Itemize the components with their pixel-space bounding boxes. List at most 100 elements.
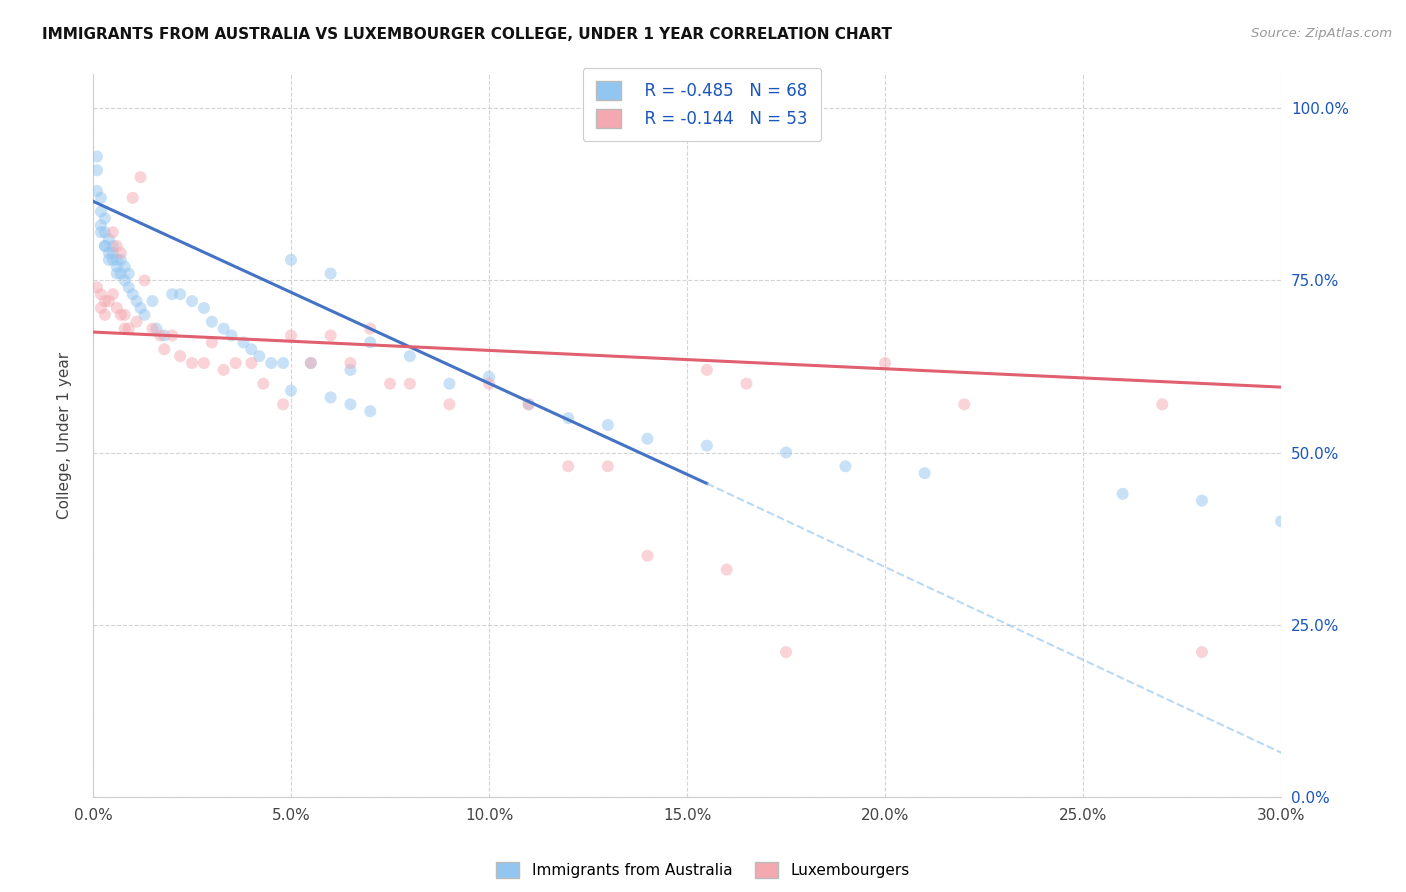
Point (94, 225, 117, 239)
Point (252, 376, 274, 391)
Point (134, 308, 156, 322)
Point (149, 328, 172, 343)
Legend:   R = -0.485   N = 68,   R = -0.144   N = 53: R = -0.485 N = 68, R = -0.144 N = 53 (583, 68, 821, 141)
Point (398, 349, 420, 363)
Point (181, 356, 204, 370)
Text: IMMIGRANTS FROM AUSTRALIA VS LUXEMBOURGER COLLEGE, UNDER 1 YEAR CORRELATION CHAR: IMMIGRANTS FROM AUSTRALIA VS LUXEMBOURGE… (42, 27, 893, 42)
Point (240, 356, 263, 370)
Point (221, 328, 243, 343)
Y-axis label: College, Under 1 year: College, Under 1 year (58, 351, 72, 519)
Point (121, 191, 143, 205)
Point (105, 252, 128, 267)
Point (125, 294, 148, 309)
Point (439, 376, 461, 391)
Point (478, 376, 501, 391)
Point (596, 417, 619, 432)
Point (94, 308, 117, 322)
Point (97, 294, 120, 309)
Point (105, 267, 128, 281)
Point (160, 328, 183, 343)
Point (280, 252, 302, 267)
Point (90, 225, 112, 239)
Point (141, 321, 163, 335)
Point (319, 328, 342, 343)
Point (86, 149, 108, 163)
Point (90, 301, 112, 315)
Point (1111, 487, 1133, 501)
Point (557, 459, 579, 474)
Point (193, 301, 215, 315)
Point (260, 356, 283, 370)
Point (90, 191, 112, 205)
Point (271, 356, 294, 370)
Point (90, 204, 112, 219)
Point (1191, 493, 1213, 508)
Point (359, 321, 381, 335)
Point (101, 287, 124, 301)
Point (1270, 514, 1292, 528)
Point (118, 321, 141, 335)
Point (125, 315, 148, 329)
Point (319, 391, 342, 405)
Point (94, 239, 117, 253)
Point (775, 445, 797, 459)
Point (439, 397, 461, 411)
Point (914, 466, 936, 480)
Point (110, 267, 132, 281)
Point (271, 397, 294, 411)
Point (873, 356, 896, 370)
Point (696, 363, 718, 377)
Point (696, 439, 718, 453)
Point (101, 252, 124, 267)
Point (339, 356, 361, 370)
Point (97, 246, 120, 260)
Point (319, 267, 342, 281)
Point (90, 287, 112, 301)
Point (153, 328, 176, 343)
Point (240, 343, 263, 357)
Point (359, 404, 381, 418)
Point (1152, 397, 1174, 411)
Point (775, 645, 797, 659)
Point (129, 170, 152, 185)
Point (114, 321, 136, 335)
Point (110, 308, 132, 322)
Point (201, 315, 224, 329)
Legend: Immigrants from Australia, Luxembourgers: Immigrants from Australia, Luxembourgers (491, 856, 915, 884)
Point (101, 239, 124, 253)
Point (160, 287, 183, 301)
Point (94, 211, 117, 226)
Point (478, 369, 501, 384)
Point (299, 356, 322, 370)
Point (232, 335, 254, 350)
Point (339, 363, 361, 377)
Point (114, 308, 136, 322)
Point (557, 411, 579, 425)
Point (105, 239, 128, 253)
Point (105, 301, 128, 315)
Point (398, 376, 420, 391)
Point (953, 397, 976, 411)
Point (114, 260, 136, 274)
Point (101, 246, 124, 260)
Point (212, 363, 235, 377)
Point (86, 163, 108, 178)
Point (94, 239, 117, 253)
Point (834, 459, 856, 474)
Point (145, 321, 167, 335)
Point (716, 562, 738, 576)
Point (212, 321, 235, 335)
Point (121, 287, 143, 301)
Point (339, 397, 361, 411)
Point (225, 356, 247, 370)
Point (181, 294, 204, 309)
Point (169, 287, 191, 301)
Point (118, 280, 141, 294)
Point (517, 397, 540, 411)
Point (101, 225, 124, 239)
Point (110, 252, 132, 267)
Point (94, 294, 117, 309)
Point (280, 384, 302, 398)
Point (636, 549, 658, 563)
Point (636, 432, 658, 446)
